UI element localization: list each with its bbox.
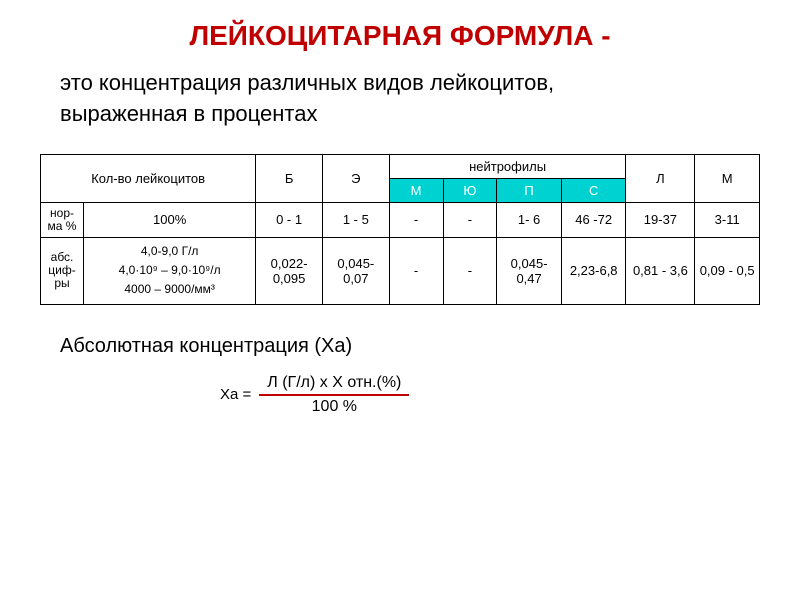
hdr-b: Б [256, 154, 323, 202]
abs-l: 0,81 - 3,6 [626, 237, 695, 304]
norm-nyu: - [443, 202, 497, 237]
abs-leuk-l2: 4,0·10⁹ – 9,0·10⁹/л [86, 261, 253, 280]
table-row-norm: нор-ма % 100% 0 - 1 1 - 5 - - 1- 6 46 -7… [41, 202, 760, 237]
leukocyte-table: Кол-во лейкоцитов Б Э нейтрофилы Л М М Ю… [40, 154, 760, 305]
norm-np: 1- 6 [497, 202, 562, 237]
abs-leuk-l1: 4,0-9,0 Г/л [86, 242, 253, 261]
abs-label: абс. циф-ры [41, 237, 84, 304]
abs-b: 0,022-0,095 [256, 237, 323, 304]
abs-e: 0,045-0,07 [322, 237, 389, 304]
page-title: ЛЕЙКОЦИТАРНАЯ ФОРМУЛА - [40, 20, 760, 52]
abs-nyu: - [443, 237, 497, 304]
norm-label: нор-ма % [41, 202, 84, 237]
abs-conc-label: Абсолютная концентрация (Ха) [60, 335, 760, 358]
abs-np: 0,045-0,47 [497, 237, 562, 304]
hdr-neut-p: П [497, 178, 562, 202]
norm-leuk: 100% [84, 202, 256, 237]
norm-e: 1 - 5 [322, 202, 389, 237]
norm-nm: - [389, 202, 443, 237]
hdr-leuk-count: Кол-во лейкоцитов [41, 154, 256, 202]
table-row-abs: абс. циф-ры 4,0-9,0 Г/л 4,0·10⁹ – 9,0·10… [41, 237, 760, 304]
hdr-neut-yu: Ю [443, 178, 497, 202]
hdr-e: Э [322, 154, 389, 202]
abs-m: 0,09 - 0,5 [695, 237, 760, 304]
hdr-neut-m: М [389, 178, 443, 202]
hdr-neutrophils: нейтрофилы [389, 154, 626, 178]
abs-leuk: 4,0-9,0 Г/л 4,0·10⁹ – 9,0·10⁹/л 4000 – 9… [84, 237, 256, 304]
abs-nm: - [389, 237, 443, 304]
page-subtitle: это концентрация различных видов лейкоци… [60, 68, 660, 130]
formula-numerator: Л (Г/л) х Х отн.(%) [259, 374, 409, 396]
norm-m: 3-11 [695, 202, 760, 237]
abs-ns: 2,23-6,8 [561, 237, 626, 304]
formula-lhs: Ха = [220, 386, 251, 403]
abs-leuk-l3: 4000 – 9000/мм³ [86, 280, 253, 299]
norm-b: 0 - 1 [256, 202, 323, 237]
formula-denominator: 100 % [312, 396, 357, 416]
hdr-l: Л [626, 154, 695, 202]
formula: Ха = Л (Г/л) х Х отн.(%) 100 % [220, 374, 760, 416]
norm-ns: 46 -72 [561, 202, 626, 237]
table-header-row-1: Кол-во лейкоцитов Б Э нейтрофилы Л М [41, 154, 760, 178]
hdr-m: М [695, 154, 760, 202]
norm-l: 19-37 [626, 202, 695, 237]
hdr-neut-s: С [561, 178, 626, 202]
